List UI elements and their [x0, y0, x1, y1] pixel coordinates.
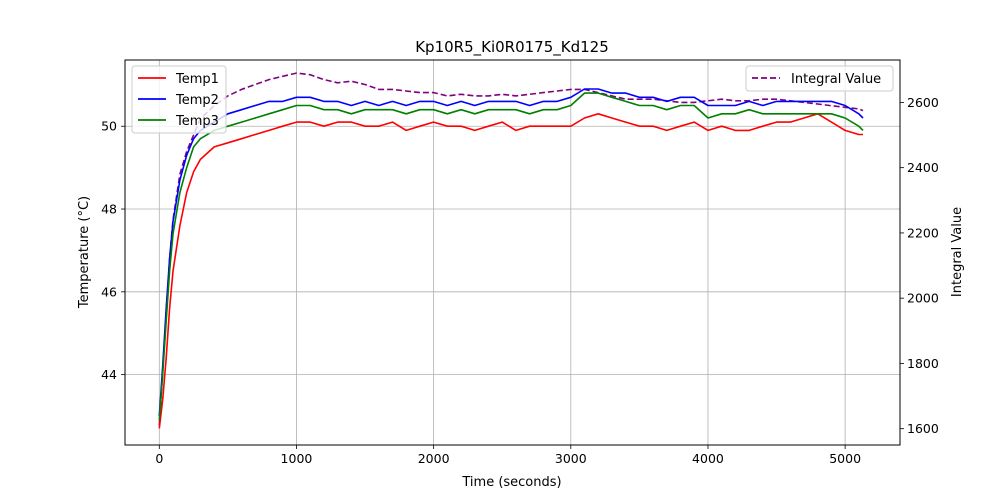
legend-left-box	[131, 65, 227, 134]
y2-tick-label: 2400	[907, 160, 939, 175]
y-tick-label: 50	[101, 119, 117, 134]
y2-tick-label: 1800	[907, 356, 939, 371]
legend-label-temp1: Temp1	[175, 72, 219, 87]
y2-axis-title: Integral Value	[950, 207, 965, 297]
y-tick-label: 48	[101, 202, 117, 217]
plot-frame	[124, 59, 901, 446]
x-tick-label: 3000	[555, 451, 587, 466]
legend-label-temp2: Temp2	[175, 93, 219, 108]
y2-tick-label: 2600	[907, 95, 939, 110]
y-tick-label: 46	[101, 284, 117, 299]
x-tick-label: 1000	[281, 451, 313, 466]
legend-right-box	[745, 65, 894, 92]
x-tick-label: 0	[155, 451, 163, 466]
y2-tick-label: 2200	[907, 225, 939, 240]
x-tick-label: 2000	[418, 451, 450, 466]
y-tick-label: 44	[101, 367, 117, 382]
legend-label-integral-value: Integral Value	[791, 72, 881, 87]
grid	[125, 60, 900, 445]
y2-tick-label: 2000	[907, 291, 939, 306]
series-line-temp1	[158, 113, 863, 429]
x-tick-label: 5000	[829, 451, 861, 466]
chart-title: Kp10R5_Ki0R0175_Kd125	[415, 38, 609, 57]
legend-right: Integral Value	[745, 65, 894, 92]
ticks: 0 1000 2000 3000 4000 5000 44 46 48 50 1600 1800 200…	[101, 95, 939, 466]
legend-left: Temp1 Temp2 Temp3	[131, 65, 227, 134]
plot-area	[125, 60, 900, 445]
x-axis-title: Time (seconds)	[461, 475, 561, 490]
y-axis-title: Temperature (°C)	[77, 196, 92, 309]
y2-tick-label: 1600	[907, 421, 939, 436]
x-tick-label: 4000	[692, 451, 724, 466]
legend-label-temp3: Temp3	[175, 114, 219, 129]
